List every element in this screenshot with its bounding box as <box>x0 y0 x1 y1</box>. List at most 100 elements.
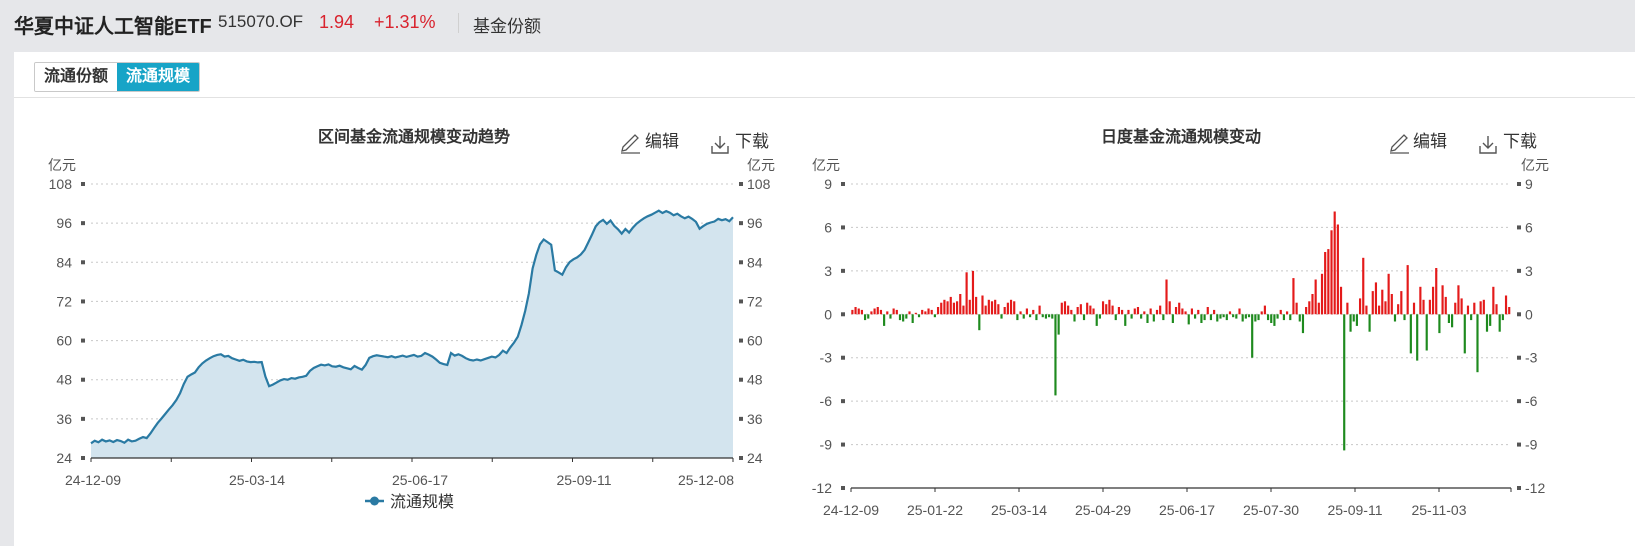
bar <box>914 312 917 315</box>
bar <box>1387 273 1390 315</box>
edit-button[interactable]: 编辑 <box>1390 132 1447 154</box>
bar <box>870 311 873 315</box>
y-tick-mark <box>1517 182 1521 186</box>
bar <box>1041 314 1044 318</box>
y-tick-label: 9 <box>824 176 832 192</box>
x-tick-label: 25-07-30 <box>1243 502 1299 518</box>
legend-label: 流通规模 <box>390 493 454 511</box>
y-tick-label: 72 <box>56 293 72 309</box>
y-tick-label-right: -6 <box>1525 393 1538 409</box>
download-icon <box>711 136 729 154</box>
y-tick-mark <box>739 338 743 343</box>
bar <box>968 299 971 315</box>
bar <box>1105 304 1108 315</box>
bar <box>1282 314 1286 321</box>
bar <box>1412 302 1416 315</box>
bar <box>1346 302 1349 315</box>
x-tick-label: 25-03-14 <box>991 502 1047 518</box>
legend-dot-icon <box>370 496 379 506</box>
bar <box>1324 252 1327 315</box>
tab-circulating-scale[interactable]: 流通规模 <box>117 63 200 91</box>
divider <box>14 97 1635 98</box>
bar <box>965 272 968 315</box>
y-tick-label-right: -9 <box>1525 437 1538 453</box>
bar <box>1482 299 1485 315</box>
bar <box>1149 308 1152 315</box>
bar <box>1279 309 1282 315</box>
bar <box>1390 294 1393 315</box>
download-button[interactable]: 下载 <box>711 132 769 154</box>
bar <box>1206 307 1209 315</box>
y-unit-right: 亿元 <box>747 157 775 173</box>
bar <box>1060 302 1063 315</box>
bar <box>863 314 867 321</box>
tab-circulating-shares[interactable]: 流通份额 <box>35 63 118 91</box>
y-tick-mark <box>841 268 845 273</box>
y-tick-mark <box>81 221 85 226</box>
y-tick-label: 108 <box>49 176 73 192</box>
bar <box>1305 307 1308 315</box>
y-tick-mark <box>739 260 743 265</box>
pencil-icon <box>1390 134 1409 154</box>
y-tick-mark <box>81 299 85 304</box>
x-tick-label: 25-06-17 <box>392 472 448 488</box>
download-button[interactable]: 下载 <box>1479 132 1537 154</box>
y-tick-label-right: 96 <box>747 215 763 231</box>
y-tick-mark <box>81 260 85 265</box>
bar <box>1133 308 1136 315</box>
edit-button[interactable]: 编辑 <box>621 132 679 154</box>
y-tick-mark <box>1517 486 1521 490</box>
y-tick-label: 6 <box>824 219 832 235</box>
x-tick-label: 24-12-09 <box>823 502 879 518</box>
bar <box>1286 311 1289 315</box>
bar <box>908 311 911 315</box>
y-tick-mark <box>841 355 845 360</box>
y-unit-right: 亿元 <box>1521 157 1549 173</box>
bar <box>1232 314 1235 318</box>
bar <box>1181 308 1184 315</box>
bar <box>1193 314 1197 319</box>
bar <box>936 307 940 315</box>
bar <box>1327 249 1330 315</box>
bar <box>984 305 987 315</box>
area-fill <box>91 210 733 458</box>
fund-header: 华夏中证人工智能ETF 515070.OF 1.94 +1.31% 基金份额 <box>0 0 1635 50</box>
bar <box>1406 265 1409 315</box>
y-tick-mark <box>739 182 743 186</box>
bar <box>1165 279 1168 315</box>
bar <box>1431 286 1435 315</box>
bar <box>867 314 870 319</box>
bar <box>933 314 936 318</box>
bar <box>1143 311 1146 315</box>
bar <box>1184 311 1187 315</box>
bar <box>1213 309 1216 315</box>
bar <box>1067 305 1070 315</box>
bar <box>1374 282 1378 315</box>
download-icon <box>1479 136 1497 154</box>
bar <box>1298 314 1301 322</box>
bar <box>1168 301 1171 315</box>
x-tick-label: 25-09-11 <box>556 472 611 488</box>
download-label: 下载 <box>735 132 769 151</box>
bar <box>1209 314 1213 321</box>
y-tick-label-right: 24 <box>747 450 763 466</box>
bar <box>1260 311 1263 315</box>
bar <box>905 314 908 319</box>
bar <box>1501 314 1504 321</box>
bar <box>1251 314 1254 358</box>
legend[interactable]: 流通规模 <box>365 493 454 511</box>
y-tick-label: -6 <box>820 393 833 409</box>
y-tick-mark <box>1517 355 1521 360</box>
bar <box>1330 230 1333 315</box>
bar <box>1006 302 1009 315</box>
bar <box>1438 314 1441 334</box>
y-tick-mark <box>1517 442 1521 447</box>
y-tick-label: 84 <box>56 254 72 270</box>
fund-name: 华夏中证人工智能ETF <box>14 16 212 38</box>
bar <box>1216 314 1219 322</box>
bar <box>1289 314 1292 321</box>
bar <box>1466 305 1470 315</box>
bar <box>1266 314 1270 321</box>
menu-fund-shares[interactable]: 基金份额 <box>473 17 541 36</box>
bar <box>860 309 863 315</box>
